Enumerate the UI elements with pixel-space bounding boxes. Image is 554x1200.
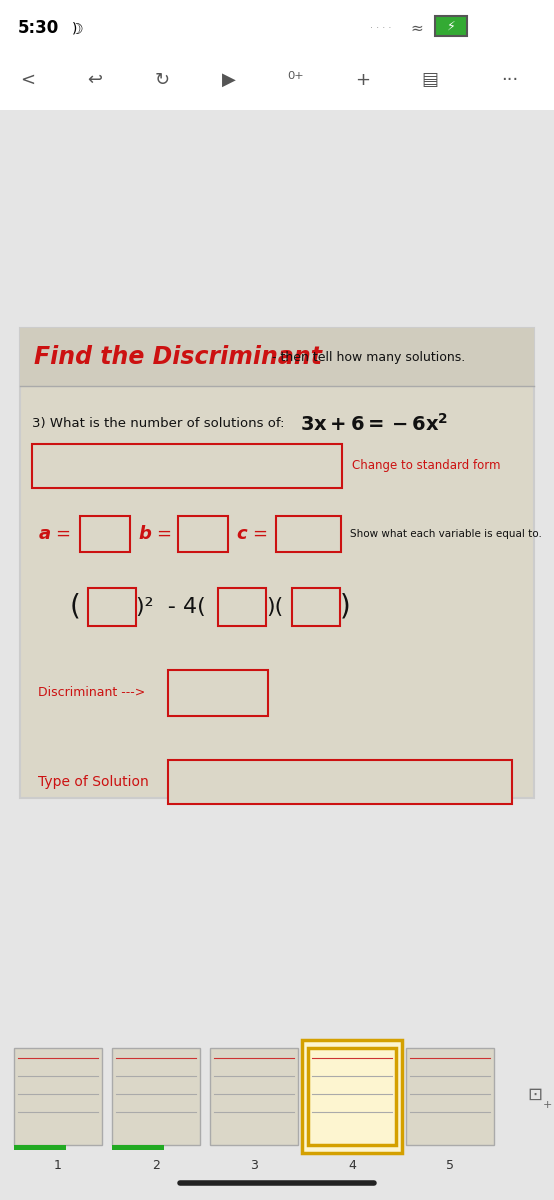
Text: $\bfit{a}$ =: $\bfit{a}$ = (38, 526, 71, 542)
Bar (80, 516, 130, 552)
Text: ↻: ↻ (155, 71, 170, 89)
Bar (218, 588, 266, 626)
Bar (292, 588, 340, 626)
Text: +: + (543, 1100, 552, 1110)
Text: 1: 1 (54, 1159, 62, 1172)
Text: ▤: ▤ (422, 71, 439, 89)
Text: ⚡: ⚡ (447, 19, 455, 32)
Bar (210, 1048, 298, 1145)
Bar (168, 670, 268, 716)
Bar (112, 1048, 200, 1145)
Bar (178, 516, 228, 552)
Text: 4: 4 (348, 1159, 356, 1172)
Text: ···: ··· (501, 71, 519, 89)
Text: 3) What is the number of solutions of:: 3) What is the number of solutions of: (32, 418, 285, 431)
Text: 3: 3 (250, 1159, 258, 1172)
Bar (32, 444, 342, 488)
Text: ↩: ↩ (88, 71, 102, 89)
Text: Show what each variable is equal to.: Show what each variable is equal to. (350, 529, 542, 539)
Text: )²  - 4(: )² - 4( (136, 596, 206, 617)
Text: ): ) (72, 20, 78, 35)
Bar (0, 0, 554, 110)
Text: $\bfit{c}$ =: $\bfit{c}$ = (236, 526, 268, 542)
Text: Discriminant --->: Discriminant ---> (38, 686, 145, 700)
Text: (: ( (70, 593, 81, 622)
Text: - then tell how many solutions.: - then tell how many solutions. (272, 350, 465, 364)
Text: ⁰⁺: ⁰⁺ (288, 71, 304, 89)
Bar (20, 328, 534, 386)
Text: ▶: ▶ (222, 71, 236, 89)
Bar (308, 1048, 396, 1145)
Bar (168, 760, 512, 804)
Bar (276, 516, 341, 552)
Text: Change to standard form: Change to standard form (352, 460, 500, 473)
Text: 5: 5 (446, 1159, 454, 1172)
Text: +: + (356, 71, 371, 89)
Bar (112, 1145, 164, 1150)
Text: Find the Discriminant: Find the Discriminant (34, 346, 322, 370)
Bar (88, 588, 136, 626)
Text: ): ) (340, 593, 351, 622)
Bar (14, 1048, 102, 1145)
Text: $\bfit{b}$ =: $\bfit{b}$ = (138, 526, 172, 542)
Text: <: < (20, 71, 35, 89)
Bar (435, 16, 467, 36)
Text: Type of Solution: Type of Solution (38, 775, 149, 790)
Text: ⊡: ⊡ (527, 1086, 542, 1104)
Bar (14, 1145, 66, 1150)
Bar (406, 1048, 494, 1145)
Text: · · · ·: · · · · (370, 23, 391, 32)
Text: 5:30: 5:30 (18, 19, 59, 37)
Text: ≈: ≈ (410, 20, 423, 36)
Text: 2: 2 (152, 1159, 160, 1172)
Bar (302, 1040, 402, 1153)
Text: ☽: ☽ (70, 22, 84, 36)
Bar (20, 328, 534, 798)
Text: $\mathbf{3x + 6 = -6x^2}$: $\mathbf{3x + 6 = -6x^2}$ (300, 413, 448, 434)
Text: )(: )( (266, 596, 283, 617)
